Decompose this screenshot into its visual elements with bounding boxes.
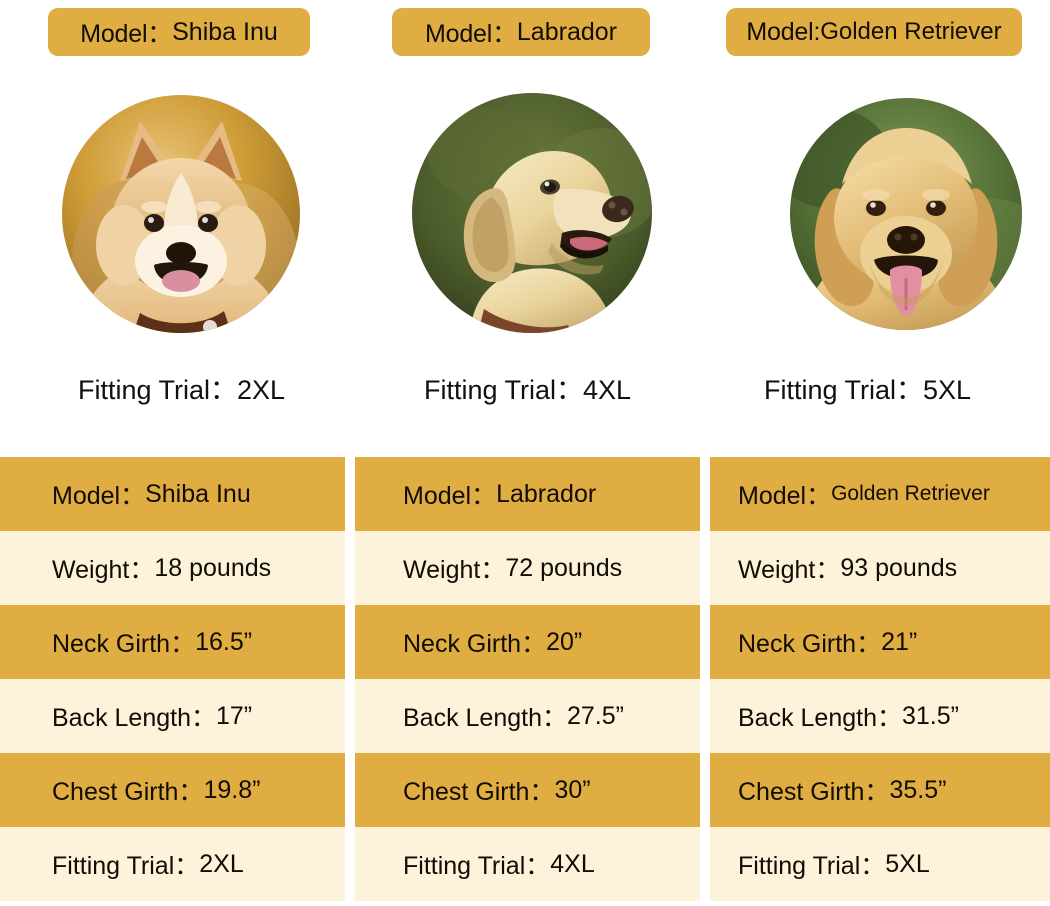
spec-label: Chest Girth： [403, 778, 555, 806]
fitting-trial-caption-labrador: Fitting Trial：4XL [424, 375, 632, 405]
table-row: Weight： 18 pounds [0, 531, 345, 605]
table-row: Weight： 72 pounds [355, 531, 700, 605]
spec-value: Shiba Inu [145, 479, 251, 508]
breed-badge-labrador: Model： Labrador [392, 8, 650, 56]
table-row: Weight： 93 pounds [710, 531, 1050, 605]
table-row: Model： Golden Retriever [710, 457, 1050, 531]
table-row: Fitting Trial： 5XL [710, 827, 1050, 901]
spec-value: 18 pounds [154, 553, 272, 582]
table-row: Model： Shiba Inu [0, 457, 345, 531]
spec-table-shiba-inu: Model： Shiba Inu Weight： 18 pounds Neck … [0, 457, 345, 901]
spec-label: Fitting Trial： [403, 852, 551, 880]
spec-label: Neck Girth： [403, 630, 547, 658]
spec-label: Model： [738, 482, 832, 510]
table-row: Fitting Trial： 2XL [0, 827, 345, 901]
spec-label: Weight： [738, 556, 841, 584]
spec-label: Model： [403, 482, 497, 510]
table-row: Chest Girth： 30” [355, 753, 700, 827]
spec-value: 35.5” [889, 775, 947, 804]
spec-value: 17” [216, 701, 253, 730]
spec-label: Weight： [403, 556, 506, 584]
dog-photo-golden-retriever [790, 98, 1022, 330]
breed-badge-label: Model： [425, 20, 517, 48]
table-row: Neck Girth： 21” [710, 605, 1050, 679]
table-row: Chest Girth： 35.5” [710, 753, 1050, 827]
table-row: Chest Girth： 19.8” [0, 753, 345, 827]
table-row: Fitting Trial： 4XL [355, 827, 700, 901]
breed-badge-value: Shiba Inu [172, 17, 278, 46]
spec-value: 72 pounds [505, 553, 623, 582]
breed-badge-row: Model： Shiba Inu Model： Labrador Model: … [0, 0, 1050, 90]
spec-label: Back Length： [403, 704, 567, 732]
spec-label: Chest Girth： [738, 778, 890, 806]
spec-label: Chest Girth： [52, 778, 204, 806]
breed-badge-value: Labrador [516, 17, 617, 46]
spec-value: 5XL [885, 849, 930, 878]
fitting-trial-caption-row: Fitting Trial：2XL Fitting Trial：4XL Fitt… [0, 368, 1050, 418]
breed-badge-label: Model： [80, 20, 173, 48]
spec-value: 20” [546, 627, 583, 656]
dog-photo-row [0, 0, 1050, 350]
spec-table-labrador: Model： Labrador Weight： 72 pounds Neck G… [355, 457, 700, 901]
breed-badge-golden-retriever: Model: Golden Retriever [726, 8, 1022, 56]
spec-label: Back Length： [738, 704, 902, 732]
breed-badge-label: Model: [746, 17, 821, 46]
dog-photo-labrador [412, 93, 652, 333]
fitting-trial-caption-shiba-inu: Fitting Trial：2XL [78, 375, 286, 405]
spec-label: Fitting Trial： [738, 852, 886, 880]
table-row: Back Length： 31.5” [710, 679, 1050, 753]
spec-label: Fitting Trial： [52, 852, 200, 880]
spec-label: Neck Girth： [738, 630, 882, 658]
table-row: Neck Girth： 16.5” [0, 605, 345, 679]
table-row: Model： Labrador [355, 457, 700, 531]
spec-table-golden-retriever: Model： Golden Retriever Weight： 93 pound… [710, 457, 1050, 901]
spec-value: 19.8” [203, 775, 261, 804]
spec-value: 31.5” [902, 701, 959, 730]
spec-value: 21” [881, 627, 918, 656]
breed-badge-value: Golden Retriever [820, 18, 1002, 45]
spec-value: 16.5” [195, 627, 253, 656]
spec-tables: Model： Shiba Inu Weight： 18 pounds Neck … [0, 457, 1050, 906]
spec-label: Back Length： [52, 704, 216, 732]
spec-label: Weight： [52, 556, 155, 584]
spec-value: 93 pounds [840, 553, 958, 582]
spec-label: Model： [52, 482, 146, 510]
spec-value: Labrador [496, 479, 597, 508]
table-row: Back Length： 17” [0, 679, 345, 753]
table-row: Back Length： 27.5” [355, 679, 700, 753]
spec-value: 4XL [550, 849, 595, 878]
table-row: Neck Girth： 20” [355, 605, 700, 679]
spec-value: 27.5” [567, 701, 624, 730]
fitting-trial-caption-golden-retriever: Fitting Trial：5XL [764, 375, 972, 405]
spec-value: 2XL [199, 849, 244, 878]
spec-value: Golden Retriever [831, 482, 990, 505]
spec-value: 30” [554, 775, 591, 804]
breed-badge-shiba-inu: Model： Shiba Inu [48, 8, 310, 56]
dog-photo-shiba-inu [62, 95, 300, 333]
spec-label: Neck Girth： [52, 630, 196, 658]
